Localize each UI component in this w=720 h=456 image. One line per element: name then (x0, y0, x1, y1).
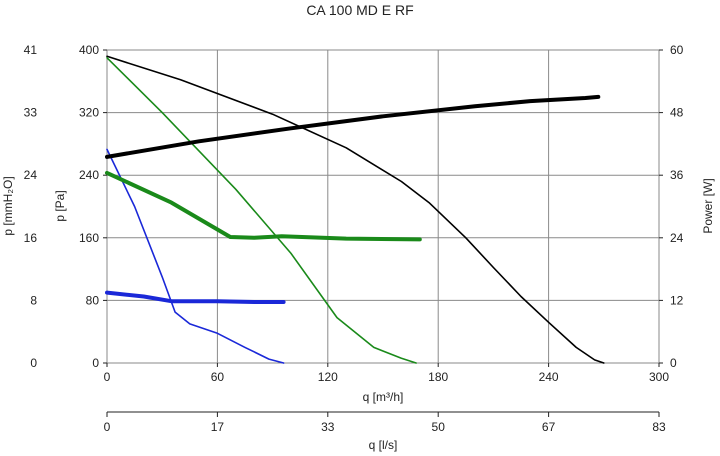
y-tick-label-power: 24 (670, 231, 684, 245)
y-tick-label-pressure: 0 (92, 356, 99, 370)
series-line-0-thin-pressure (106, 55, 605, 364)
series-line-5-thick-pressure (105, 290, 286, 304)
secondary-x-axis: 0 17 33 50 67 83 (104, 411, 666, 434)
x-tick-label: 120 (318, 370, 338, 384)
x-tick-label: 180 (428, 370, 448, 384)
plot-area (106, 49, 660, 364)
y-axis-label-pressure: p [Pa] (53, 190, 67, 221)
series-line-2-thin-pressure (106, 148, 285, 364)
series-line-3-thick-power (105, 94, 601, 159)
y-axis-label-mmh2o: p [mmH₂O] (1, 176, 15, 235)
y-tick-label-pressure: 240 (79, 168, 99, 182)
y-tick-label-mmh2o: 8 (30, 293, 37, 307)
x-tick-label: 60 (211, 370, 225, 384)
chart-title: CA 100 MD E RF (306, 2, 413, 18)
y-tick-label-mmh2o: 16 (24, 231, 38, 245)
y-axis-label-power: Power [W] (701, 178, 715, 233)
y-tick-label-pressure: 160 (79, 231, 99, 245)
x-tick-label: 0 (104, 370, 111, 384)
x2-tick-label: 33 (321, 420, 335, 434)
y-tick-label-power: 36 (670, 168, 684, 182)
x2-tick-label: 17 (211, 420, 225, 434)
series-line-1-thin-pressure (106, 57, 417, 364)
x-tick-label: 240 (539, 370, 559, 384)
x-axis-label: q [m³/h] (363, 390, 404, 404)
y-tick-label-pressure: 400 (79, 43, 99, 57)
y-tick-label-mmh2o: 24 (24, 168, 38, 182)
y-tick-label-mmh2o: 41 (24, 43, 38, 57)
y-tick-label-power: 12 (670, 293, 684, 307)
y-tick-label-power: 48 (670, 106, 684, 120)
y-tick-label-pressure: 80 (86, 293, 100, 307)
y-tick-label-mmh2o: 0 (30, 356, 37, 370)
secondary-x-axis-label: q [l/s] (369, 438, 398, 452)
x2-tick-label: 50 (432, 420, 446, 434)
series-line-4-thick-pressure (105, 170, 422, 242)
y-tick-label-mmh2o: 33 (24, 106, 38, 120)
x2-tick-label: 83 (652, 420, 666, 434)
series-layer (105, 55, 605, 364)
x2-tick-label: 0 (104, 420, 111, 434)
y-tick-label-power: 0 (670, 356, 677, 370)
x-tick-label: 300 (649, 370, 669, 384)
x2-tick-label: 67 (542, 420, 556, 434)
y-tick-label-pressure: 320 (79, 106, 99, 120)
y-tick-label-power: 60 (670, 43, 684, 57)
